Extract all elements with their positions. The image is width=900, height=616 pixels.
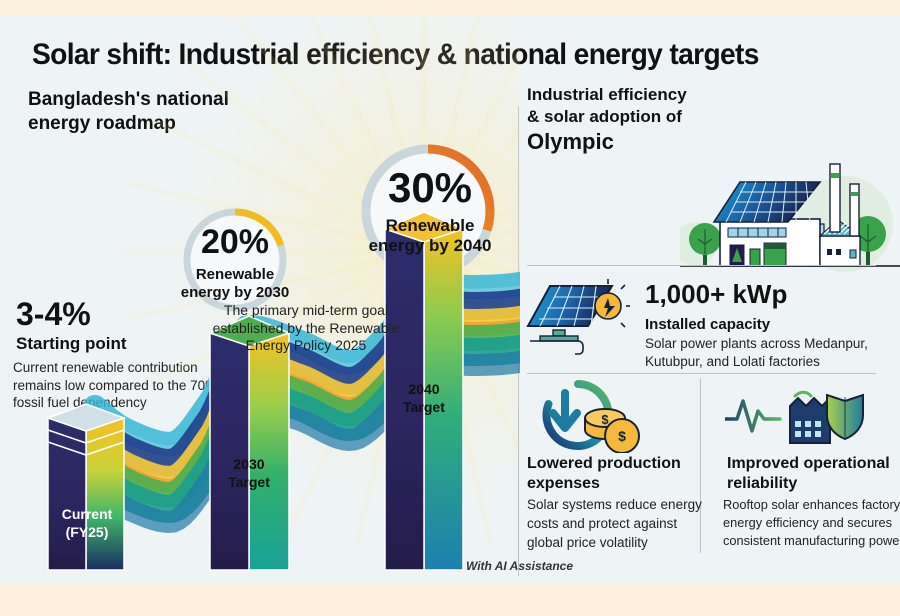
svg-text:$: $ — [618, 428, 626, 444]
